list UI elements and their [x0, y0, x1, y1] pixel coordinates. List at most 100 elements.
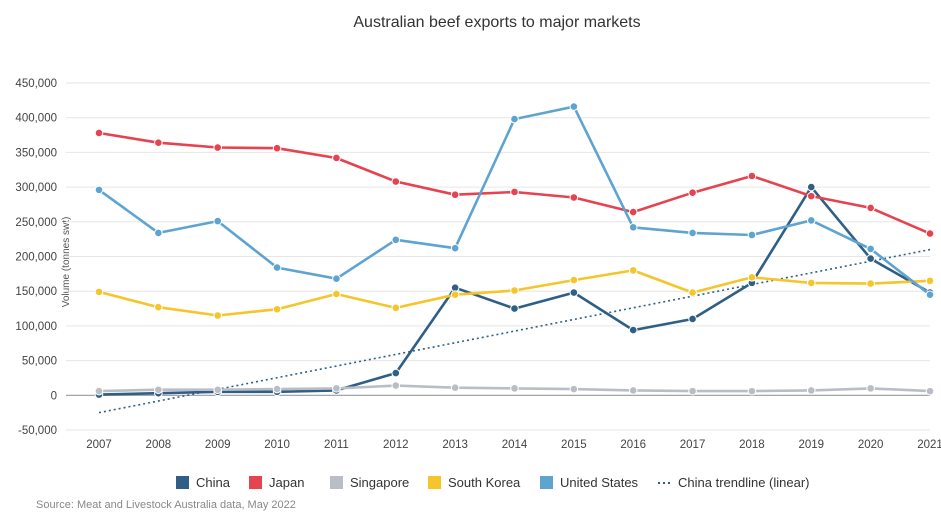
japan-point: [450, 190, 460, 200]
y-tick-label: 300,000: [15, 182, 57, 194]
legend-item-united-states: United States: [540, 475, 639, 490]
south-korea-point: [510, 286, 519, 295]
x-tick-label: 2016: [620, 439, 646, 451]
legend-label: South Korea: [448, 475, 521, 490]
china-point: [866, 254, 875, 263]
x-tick-label: 2015: [561, 439, 587, 451]
united-states-point: [154, 228, 163, 238]
y-tick-label: 350,000: [15, 147, 57, 159]
china-point: [569, 288, 579, 297]
united-states-point: [332, 274, 341, 284]
united-states-point: [747, 230, 757, 240]
x-tick-label: 2012: [383, 439, 409, 451]
united-states-line: [98, 105, 931, 296]
y-tick-label: 50,000: [22, 356, 57, 368]
japan-point: [391, 177, 401, 186]
y-tick-label: -50,000: [18, 425, 57, 437]
legend-label: United States: [560, 475, 639, 490]
china-point: [391, 368, 401, 378]
y-tick-label: 450,000: [15, 78, 57, 90]
singapore-point: [688, 386, 697, 396]
legend-swatch: [249, 476, 262, 489]
legend-item-japan: Japan: [249, 475, 304, 490]
japan-point: [94, 128, 104, 138]
japan-point: [866, 203, 875, 213]
south-korea-point: [213, 311, 223, 320]
chart-title: Australian beef exports to major markets: [353, 14, 640, 31]
legend-label: Japan: [269, 475, 304, 490]
japan-line: [98, 131, 931, 235]
series-united-states: [94, 102, 935, 299]
singapore-point: [154, 385, 163, 395]
south-korea-point: [272, 304, 282, 314]
japan-point: [332, 153, 341, 163]
singapore-point: [510, 384, 519, 393]
south-korea-point: [628, 266, 638, 275]
united-states-point: [628, 223, 638, 232]
singapore-point: [866, 384, 875, 393]
singapore-point: [569, 384, 579, 394]
singapore-point: [94, 386, 104, 396]
united-states-point: [806, 216, 816, 225]
x-tick-label: 2008: [146, 439, 172, 451]
x-tick-label: 2019: [798, 439, 824, 451]
legend-label: Singapore: [350, 475, 409, 490]
legend-item-singapore: Singapore: [330, 475, 409, 490]
x-tick-label: 2007: [86, 439, 112, 451]
china-point: [628, 325, 638, 335]
china-point: [510, 304, 519, 313]
singapore-point: [925, 386, 935, 396]
x-tick-label: 2017: [680, 439, 706, 451]
japan-point: [272, 143, 282, 153]
united-states-point: [925, 290, 935, 299]
singapore-point: [450, 383, 460, 392]
x-tick-label: 2013: [442, 439, 468, 451]
legend-label: China trendline (linear): [678, 475, 810, 490]
singapore-point: [391, 381, 401, 390]
south-korea-point: [925, 276, 935, 286]
united-states-point: [569, 102, 579, 111]
x-tick-label: 2020: [858, 439, 884, 451]
south-korea-point: [391, 303, 401, 313]
x-tick-label: 2021: [917, 439, 941, 451]
united-states-point: [450, 243, 460, 253]
legend-swatch: [540, 476, 553, 489]
south-korea-point: [866, 279, 875, 288]
japan-point: [154, 138, 163, 147]
y-tick-label: 400,000: [15, 113, 57, 125]
x-tick-label: 2010: [264, 439, 290, 451]
legend-swatch: [176, 476, 189, 489]
united-states-point: [94, 185, 104, 195]
singapore-point: [332, 384, 341, 393]
trendline-layer: [98, 248, 931, 414]
x-tick-label: 2009: [205, 439, 231, 451]
legend-swatch: [330, 476, 343, 489]
south-korea-point: [94, 287, 104, 297]
united-states-point: [391, 235, 401, 245]
source-note: Source: Meat and Livestock Australia dat…: [36, 499, 296, 511]
japan-point: [747, 171, 757, 181]
south-korea-point: [332, 289, 341, 299]
y-tick-label: 200,000: [15, 252, 57, 264]
x-tick-label: 2014: [502, 439, 528, 451]
japan-point: [925, 229, 935, 238]
x-tick-label: 2018: [739, 439, 765, 451]
series-south-korea: [94, 266, 935, 320]
south-korea-point: [450, 290, 460, 299]
legend-item-china-trendline-linear: China trendline (linear): [658, 475, 810, 490]
south-korea-point: [747, 273, 757, 282]
gridlines: [66, 82, 930, 431]
united-states-point: [688, 228, 697, 238]
y-tick-labels: -50,000 0 50,000 100,000 150,000 200,000 250,0…: [15, 78, 57, 437]
china-trendline: [98, 248, 931, 414]
japan-point: [510, 187, 519, 197]
series-singapore: [94, 381, 935, 396]
japan-point: [213, 143, 223, 152]
south-korea-point: [569, 275, 579, 285]
y-tick-label: 0: [51, 390, 57, 402]
japan-point: [628, 207, 638, 217]
singapore-point: [806, 386, 816, 395]
south-korea-point: [806, 278, 816, 288]
